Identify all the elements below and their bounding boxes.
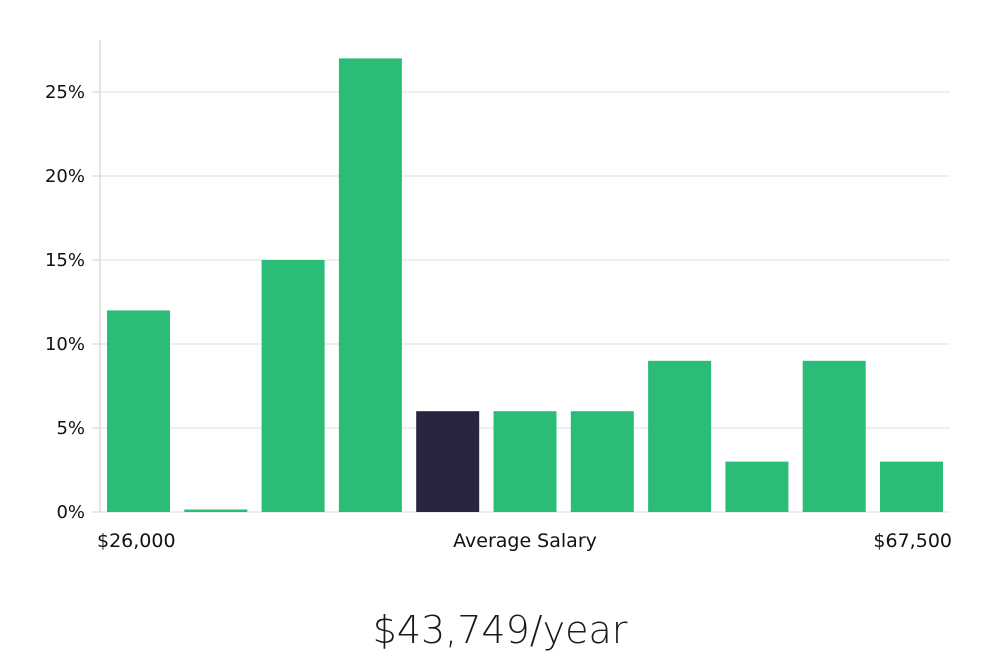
- x-min-label: $26,000: [97, 530, 176, 552]
- bar: [725, 461, 789, 512]
- bar: [338, 58, 402, 513]
- y-tick-label: 10%: [45, 334, 85, 355]
- bar: [184, 509, 248, 512]
- bar: [648, 360, 712, 512]
- bar: [261, 260, 325, 512]
- bar: [802, 360, 866, 512]
- y-tick-label: 0%: [56, 502, 85, 523]
- y-tick-label: 25%: [45, 82, 85, 103]
- y-tick-label: 5%: [56, 418, 85, 439]
- average-salary-value: $43,749/year: [372, 608, 628, 652]
- bar: [570, 411, 634, 512]
- bar: [493, 411, 557, 512]
- salary-histogram: 0%5%10%15%20%25% $26,000 Average Salary …: [45, 40, 952, 552]
- bar: [880, 461, 943, 512]
- x-axis-title: Average Salary: [453, 530, 597, 552]
- x-max-label: $67,500: [873, 530, 952, 552]
- bar: [107, 310, 170, 512]
- y-axis-labels: 0% 5% 10% 15% 20% 25%: [45, 82, 85, 523]
- bars: [107, 58, 943, 513]
- y-tick-label: 20%: [45, 166, 85, 187]
- bar-highlighted: [416, 411, 480, 512]
- y-tick-label: 15%: [45, 250, 85, 271]
